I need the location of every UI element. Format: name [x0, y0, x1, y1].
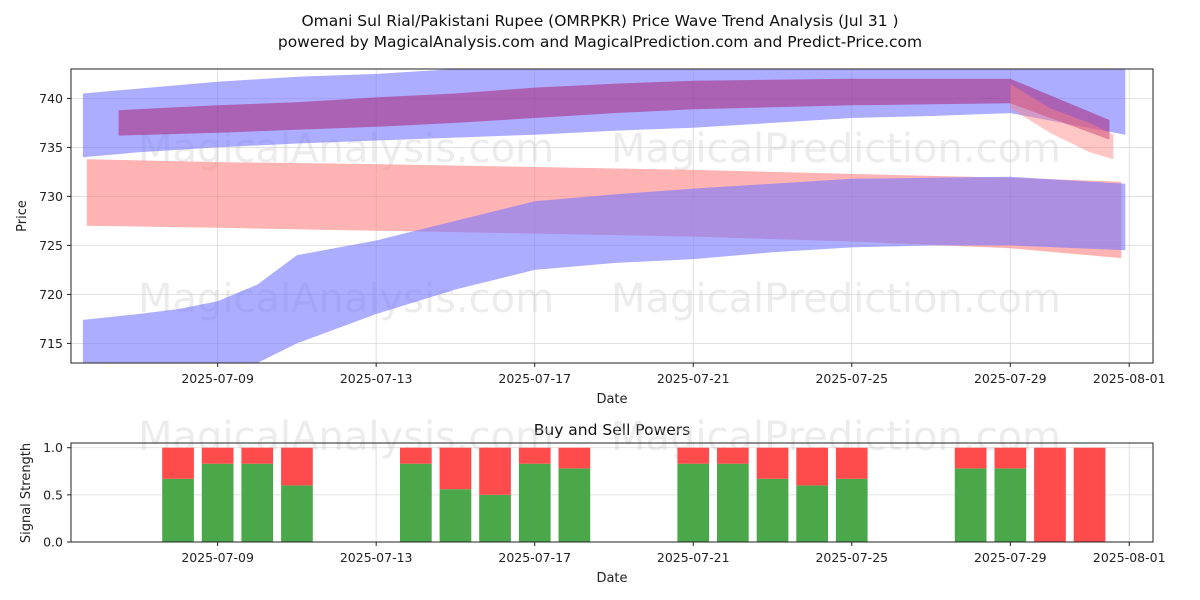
- magenta-main-wave-band: [118, 78, 1110, 140]
- sell-power-bar: [717, 447, 749, 464]
- buy-power-bar: [954, 468, 987, 542]
- price-wave-plot: MagicalAnalysis.com MagicalPrediction.com…: [15, 68, 1166, 407]
- sell-power-bar: [756, 447, 789, 479]
- sell-power-bar: [796, 447, 828, 486]
- sub-x-tick-label: 2025-08-01: [1093, 550, 1166, 565]
- main-x-tick-label: 2025-07-13: [340, 371, 413, 386]
- buy-power-bar: [439, 489, 472, 542]
- sub-plot-frame: [70, 442, 1154, 543]
- buy-power-bar: [796, 485, 828, 542]
- blue-rising-wave-band: [82, 176, 1126, 363]
- main-y-tick-label: 715: [39, 336, 63, 351]
- sub-x-tick-label: 2025-07-13: [340, 550, 413, 565]
- buy-power-bar: [518, 463, 551, 542]
- watermark-text: MagicalPrediction.com: [611, 126, 1061, 172]
- watermark-text: MagicalPrediction.com: [611, 276, 1061, 322]
- main-x-tick-label: 2025-07-29: [974, 371, 1047, 386]
- sub-x-tick-label: 2025-07-21: [657, 550, 730, 565]
- buy-power-bar: [479, 494, 511, 542]
- main-y-tick-label: 725: [39, 238, 63, 253]
- main-x-axis-ticks: 2025-07-09 2025-07-13 2025-07-17 2025-07-21…: [181, 363, 1166, 386]
- sell-power-bar: [1034, 447, 1066, 542]
- sub-y-tick-label: 1.0: [43, 440, 63, 455]
- main-y-tick-label: 730: [39, 189, 63, 204]
- sub-y-tick-label: 0.5: [43, 487, 63, 502]
- buy-power-bar: [558, 468, 591, 542]
- sell-power-bar: [1073, 447, 1106, 542]
- sub-y-tick-label: 0.0: [43, 535, 63, 550]
- buy-power-bar: [717, 463, 749, 542]
- sub-y-axis-ticks: 0.0 0.5 1.0: [43, 440, 71, 550]
- main-y-axis-ticks: 715 720 725 730 735 740: [39, 91, 71, 351]
- sub-x-axis-label: Date: [596, 571, 627, 586]
- sell-power-bar: [677, 447, 710, 464]
- sell-power-bar: [558, 447, 591, 469]
- sell-power-bar: [835, 447, 868, 479]
- main-x-tick-label: 2025-07-25: [815, 371, 888, 386]
- sell-power-bar: [439, 447, 472, 490]
- buy-power-bar: [162, 478, 194, 542]
- sub-y-axis-label: Signal Strength: [19, 443, 34, 543]
- red-drop-tail-band: [1010, 83, 1114, 160]
- main-y-axis-label: Price: [15, 200, 30, 232]
- sub-x-tick-label: 2025-07-09: [181, 550, 254, 565]
- buy-power-bar: [994, 468, 1027, 542]
- main-x-axis-label: Date: [596, 392, 627, 407]
- buy-sell-title: Buy and Sell Powers: [534, 421, 691, 439]
- main-y-tick-label: 735: [39, 140, 63, 155]
- buy-power-bar: [677, 463, 710, 542]
- main-y-tick-label: 720: [39, 287, 63, 302]
- main-x-tick-label: 2025-07-21: [657, 371, 730, 386]
- buy-power-bar: [400, 463, 432, 542]
- sub-x-axis-ticks: 2025-07-09 2025-07-13 2025-07-17 2025-07-21…: [181, 542, 1166, 565]
- main-x-tick-label: 2025-07-09: [181, 371, 254, 386]
- buy-power-bar: [835, 478, 868, 542]
- sub-x-tick-label: 2025-07-25: [815, 550, 888, 565]
- sell-power-bar: [201, 447, 234, 464]
- sell-power-bar: [241, 447, 274, 464]
- main-x-tick-label: 2025-08-01: [1093, 371, 1166, 386]
- sell-power-bar: [400, 447, 432, 464]
- sell-power-bar: [518, 447, 551, 464]
- buy-power-bar: [241, 463, 274, 542]
- buy-power-bar: [201, 463, 234, 542]
- sell-power-bar: [994, 447, 1027, 469]
- sell-power-bar: [479, 447, 511, 495]
- sell-power-bar: [162, 447, 194, 479]
- chart-subtitle: powered by MagicalAnalysis.com and Magic…: [278, 33, 922, 51]
- sub-x-tick-label: 2025-07-29: [974, 550, 1047, 565]
- sell-power-bar: [954, 447, 987, 469]
- main-y-tick-label: 740: [39, 91, 63, 106]
- buy-power-bar: [756, 478, 789, 542]
- main-x-tick-label: 2025-07-17: [498, 371, 571, 386]
- main-plot-frame: [70, 68, 1154, 364]
- buy-power-bar: [281, 485, 313, 542]
- buy-sell-bars: [162, 447, 1106, 542]
- sell-power-bar: [281, 447, 313, 486]
- chart-title: Omani Sul Rial/Pakistani Rupee (OMRPKR) …: [301, 12, 898, 30]
- price-bands: [82, 69, 1126, 363]
- buy-sell-plot: Buy and Sell Powers MagicalAnalysis.com M…: [19, 414, 1166, 586]
- sub-x-tick-label: 2025-07-17: [498, 550, 571, 565]
